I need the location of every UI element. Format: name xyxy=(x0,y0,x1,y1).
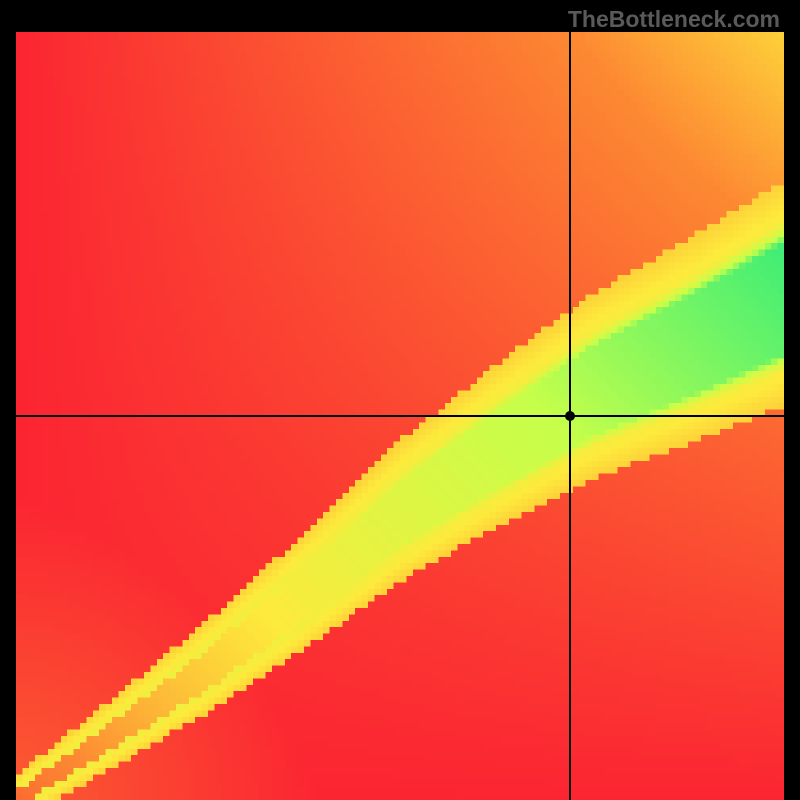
watermark-text: TheBottleneck.com xyxy=(568,6,780,33)
crosshair-horizontal xyxy=(16,415,784,417)
chart-container: { "watermark": { "text": "TheBottleneck.… xyxy=(0,0,800,800)
